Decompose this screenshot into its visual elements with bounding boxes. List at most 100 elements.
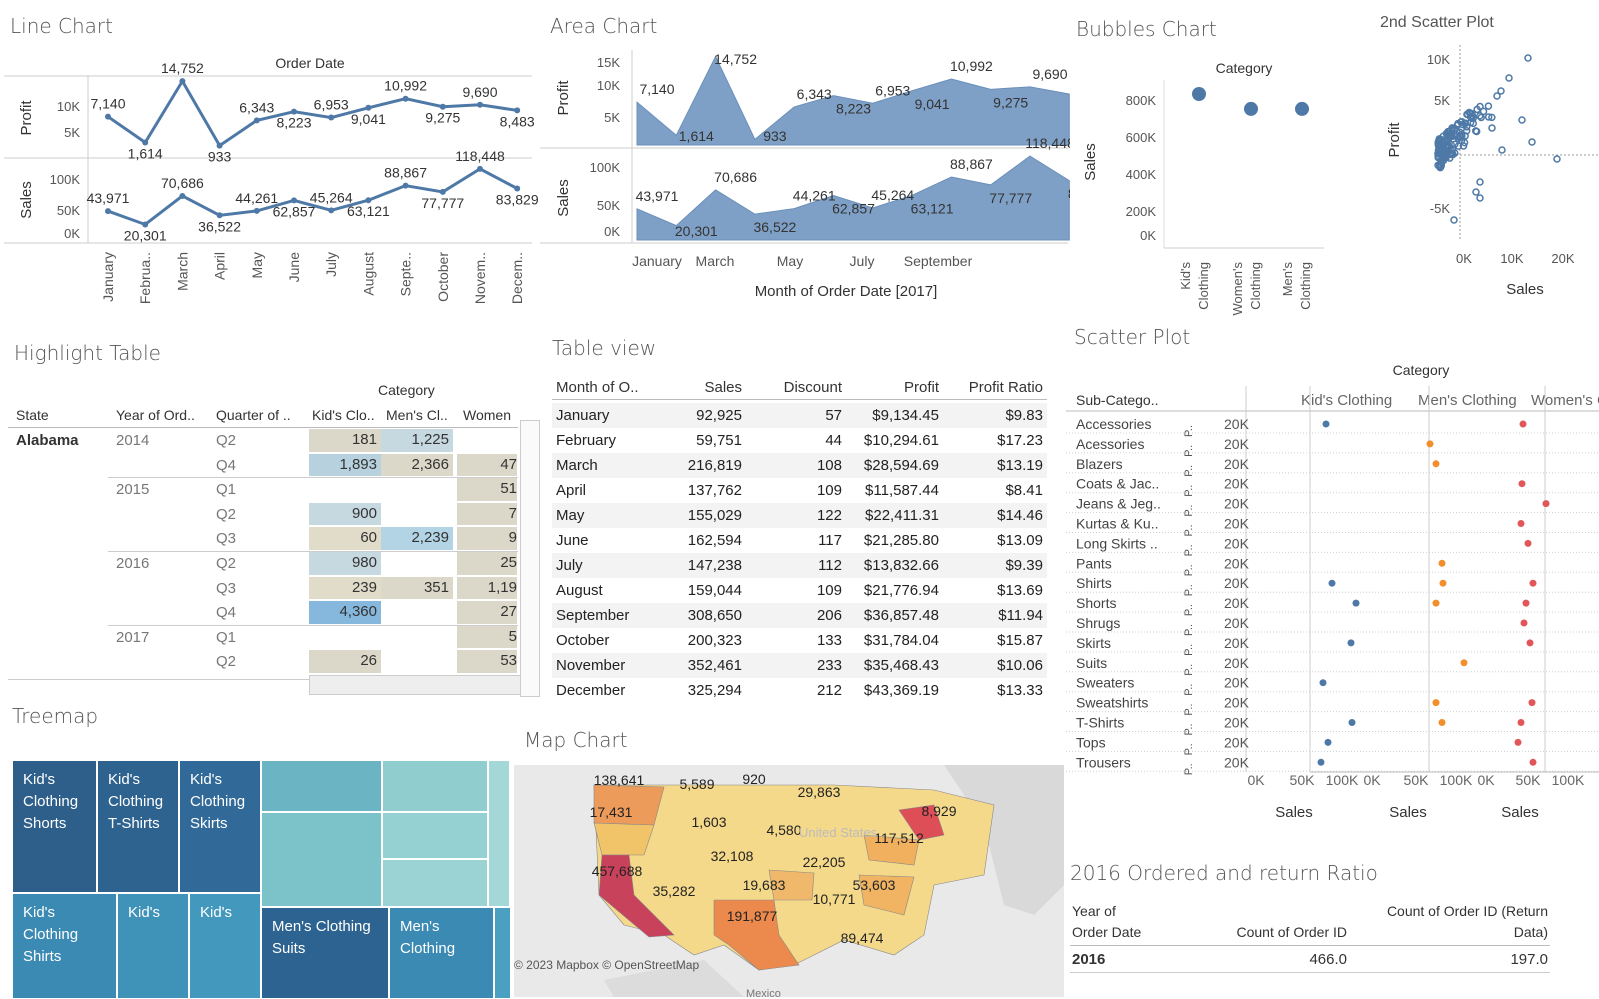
scatter2-point[interactable] [1459,142,1468,150]
line-sales-point[interactable] [514,185,521,192]
line-sales-point[interactable] [105,208,111,215]
table-row[interactable]: November 352,461 233 $35,468.43 $10.06 [552,653,1047,678]
scatter-point[interactable] [1432,599,1440,607]
highlight-cell[interactable]: 1,225 [381,429,453,452]
highlight-cell[interactable]: 27 [457,601,517,624]
area-profit-area[interactable] [636,55,1070,146]
scatter-point[interactable] [1324,738,1332,746]
scatter2-point[interactable] [1497,87,1505,95]
scatter2-point[interactable] [1435,148,1443,156]
treemap-cell[interactable]: Kid's Clothing Skirts [179,760,261,893]
scatter2-point[interactable] [1441,153,1449,161]
scatter2-point[interactable] [1458,117,1466,126]
highlight-cell[interactable] [381,650,453,673]
scatter2-point[interactable] [1518,116,1526,124]
table-row[interactable]: February 59,751 44 $10,294.61 $17.23 [552,428,1047,453]
line-profit-point[interactable] [402,95,409,102]
line-profit-point[interactable] [105,113,111,120]
treemap[interactable]: Kid's Clothing Shorts Kid's Clothing T-S… [12,760,510,999]
treemap-cell[interactable]: Kid's Clothing T-Shirts [97,760,179,893]
scatter2-point[interactable] [1498,146,1506,154]
scatter-point[interactable] [1528,699,1536,707]
map-chart[interactable]: 138,641 5,589 920 29,863 17,431 1,603 4,580 8,9… [514,765,1064,997]
bubble-mark[interactable] [1192,87,1206,101]
line-sales-point[interactable] [439,188,446,195]
scatter-point[interactable] [1518,480,1526,488]
highlight-cell[interactable]: 2,366 [381,453,453,477]
scatter2-point[interactable] [1461,119,1470,128]
scatter-point[interactable] [1519,420,1527,428]
scatter2-point[interactable] [1472,188,1480,196]
scatter2-point[interactable] [1462,123,1471,131]
treemap-cell[interactable] [261,760,382,812]
treemap-cell[interactable]: Kid's [117,893,189,999]
highlight-cell[interactable] [309,478,381,501]
scatter2-point[interactable] [1488,113,1496,122]
scatter-point[interactable] [1529,579,1537,587]
highlight-cell[interactable]: 26 [309,650,381,673]
california-state[interactable] [598,854,675,938]
line-sales-point[interactable] [291,197,297,204]
line-profit-point[interactable] [216,142,223,149]
table-row[interactable]: September 308,650 206 $36,857.48 $11.94 [552,603,1047,628]
scatter-point[interactable] [1517,719,1525,726]
scatter2-point[interactable] [1454,142,1463,150]
scatter-point[interactable] [1347,639,1355,647]
scatter-point[interactable] [1529,758,1537,766]
scatter2-point[interactable] [1448,145,1457,153]
area-chart[interactable]: Profit Sales 15K 10K 5K 100K 50K 0K 7,14… [540,50,1070,310]
scatter2-point[interactable] [1447,140,1455,149]
treemap-cell[interactable]: Men's Clothing Suits [261,907,389,999]
line-profit-point[interactable] [142,139,149,146]
scatter-point[interactable] [1317,758,1325,766]
scatter-point[interactable] [1542,500,1550,508]
scatter-point[interactable] [1348,719,1356,726]
scatter2-point[interactable] [1443,140,1452,149]
line-profit-point[interactable] [291,108,297,115]
map-attribution[interactable]: © 2023 Mapbox © OpenStreetMap [514,958,699,972]
highlight-cell[interactable] [457,429,517,452]
scatter-point[interactable] [1517,520,1525,527]
line-sales-point[interactable] [365,197,372,204]
scatter2-point[interactable] [1476,178,1484,186]
col-quarter[interactable]: Quarter of .. [216,407,291,423]
table-row[interactable]: December 325,294 212 $43,369.19 $13.33 [552,678,1047,703]
col-year[interactable]: Year of Ord.. [116,407,195,423]
table-row[interactable]: August 159,044 109 $21,776.94 $13.69 [552,578,1047,603]
table-row[interactable]: May 155,029 122 $22,411.31 $14.46 [552,503,1047,528]
scatter-point[interactable] [1526,639,1534,647]
scatter-point[interactable] [1319,679,1327,687]
highlight-cell[interactable]: 351 [381,576,453,600]
line-sales-point[interactable] [142,221,149,228]
line-sales-point[interactable] [216,212,223,219]
scatter2-point[interactable] [1476,112,1484,120]
highlight-cell[interactable]: 980 [309,552,381,575]
table-row[interactable]: October 200,323 133 $31,784.04 $15.87 [552,628,1047,653]
treemap-cell[interactable] [382,859,488,907]
scatter2-point[interactable] [1524,54,1532,62]
scatter-point[interactable] [1524,539,1532,547]
th-sales[interactable]: Sales [704,379,742,396]
th-profit-ratio[interactable]: Profit Ratio [968,379,1043,396]
scatter-point[interactable] [1438,559,1446,567]
line-profit-point[interactable] [365,104,372,111]
scatter-point[interactable] [1514,738,1522,746]
ratio-col1a[interactable]: Year of [1072,903,1116,919]
line-sales-point[interactable] [402,182,409,189]
highlight-table[interactable]: Category State Year of Ord.. Quarter of … [0,375,540,705]
scatter2-point[interactable] [1461,132,1469,140]
line-sales-point[interactable] [328,207,335,214]
scatter-point[interactable] [1432,460,1440,468]
scatter2-point[interactable] [1505,74,1513,82]
highlight-cell[interactable]: 4,360 [309,601,381,624]
highlight-cell[interactable]: 2,239 [381,527,453,550]
table-row[interactable]: June 162,594 117 $21,285.80 $13.09 [552,528,1047,553]
table-row[interactable]: January 92,925 57 $9,134.45 $9.83 [552,403,1047,428]
scatter2-chart[interactable]: Profit 10K 5K 0K -5K 0K 10K 20K Sales [1380,40,1599,310]
new-york-state[interactable] [898,804,945,841]
scatter2-point[interactable] [1434,161,1442,169]
scatter2-point[interactable] [1436,137,1444,145]
scatter2-point[interactable] [1473,105,1481,114]
scatter2-point[interactable] [1457,130,1466,139]
treemap-cell[interactable]: Men's Clothing [389,907,494,999]
